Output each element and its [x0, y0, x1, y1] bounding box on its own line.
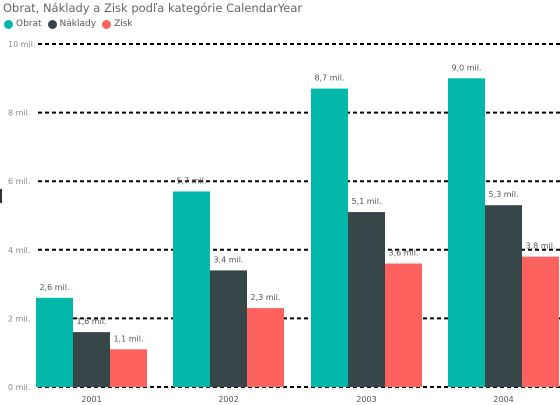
bar-nklady-2003 [348, 212, 385, 387]
data-label-obrat-2003: 8,7 mil. [314, 74, 344, 83]
data-label-nklady-2004: 5,3 mil. [488, 190, 518, 199]
x-tick-label-2002: 2002 [218, 395, 238, 404]
bar-zisk-2003 [385, 263, 422, 387]
data-label-obrat-2001: 2,6 mil. [39, 283, 69, 292]
legend: Obrat Náklady Zisk [4, 19, 139, 29]
data-label-nklady-2001: 1,6 mil. [76, 317, 106, 326]
legend-item-zisk[interactable]: Zisk [102, 19, 133, 29]
bar-obrat-2004 [448, 78, 485, 388]
data-label-nklady-2003: 5,1 mil. [351, 197, 381, 206]
bar-obrat-2001 [36, 297, 73, 387]
y-tick-label-1: 2 mil. [8, 314, 30, 323]
legend-label-naklady: Náklady [59, 19, 97, 29]
data-label-zisk-2001: 1,1 mil. [113, 334, 143, 343]
bar-zisk-2004 [522, 256, 559, 387]
legend-swatch-zisk [102, 19, 112, 29]
resize-handle[interactable] [0, 189, 2, 203]
x-tick-label-2003: 2003 [356, 395, 376, 404]
legend-swatch-obrat [4, 19, 13, 29]
legend-swatch-naklady [47, 19, 57, 29]
data-label-zisk-2003: 3,6 mil. [388, 249, 418, 258]
legend-label-zisk: Zisk [114, 19, 133, 29]
data-label-obrat-2002: 5,7 mil. [176, 176, 206, 185]
y-tick-label-0: 0 mil. [8, 383, 30, 392]
bar-zisk-2002 [247, 308, 284, 387]
bar-nklady-2001 [73, 332, 110, 387]
legend-item-naklady[interactable]: Náklady [47, 19, 97, 29]
data-label-zisk-2002: 2,3 mil. [250, 293, 280, 302]
x-tick-label-2004: 2004 [493, 395, 513, 404]
bar-obrat-2003 [311, 88, 348, 387]
bar-nklady-2002 [210, 270, 247, 387]
legend-item-obrat[interactable]: Obrat [4, 19, 42, 29]
data-label-zisk-2004: 3,8 mil. [525, 242, 555, 251]
bar-zisk-2001 [110, 349, 147, 387]
bar-nklady-2004 [485, 205, 522, 387]
bar-obrat-2002 [173, 191, 210, 387]
data-label-nklady-2002: 3,4 mil. [213, 255, 243, 264]
chart-title: Obrat, Náklady a Zisk podľa kategórie Ca… [3, 1, 303, 15]
data-label-obrat-2004: 9,0 mil. [451, 63, 481, 72]
y-tick-label-4: 8 mil. [8, 109, 30, 118]
y-tick-label-3: 6 mil. [8, 177, 30, 186]
x-tick-label-2001: 2001 [81, 395, 101, 404]
y-tick-label-5: 10 mil. [8, 40, 36, 49]
y-tick-label-2: 4 mil. [8, 246, 30, 255]
legend-label-obrat: Obrat [16, 19, 42, 29]
